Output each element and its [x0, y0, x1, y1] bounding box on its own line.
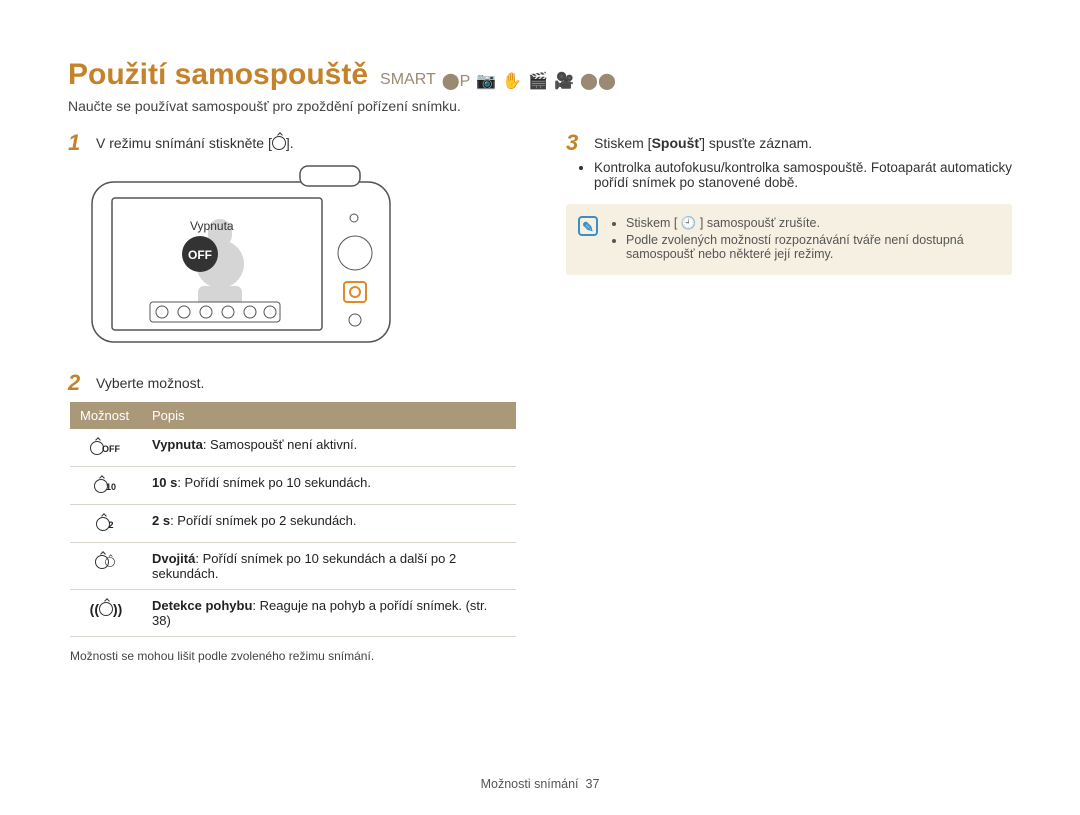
- mode-icon: ⬤⬤: [580, 71, 616, 91]
- table-row: 10 10 s: Pořídí snímek po 10 sekundách.: [70, 467, 516, 505]
- opt-icon-motion: (()): [70, 590, 142, 637]
- step-number-3: 3: [566, 132, 584, 154]
- step-3-bold: Spoušť: [652, 135, 702, 151]
- mode-icon: ✋: [502, 71, 522, 91]
- mode-icon: SMART: [380, 71, 436, 91]
- note-item: Podle zvolených možností rozpoznávání tv…: [626, 233, 998, 261]
- camera-illustration: Vypnuta OFF: [90, 164, 514, 354]
- page-footer: Možnosti snímání 37: [0, 777, 1080, 791]
- mode-icon: ⬤P: [442, 71, 471, 91]
- mode-icons-row: SMART ⬤P 📷 ✋ 🎬 🎥 ⬤⬤: [380, 71, 616, 91]
- opt-rest: : Pořídí snímek po 2 sekundách.: [170, 513, 356, 528]
- th-desc: Popis: [142, 402, 516, 429]
- footer-label: Možnosti snímání: [481, 777, 579, 791]
- table-row: 2 2 s: Pořídí snímek po 2 sekundách.: [70, 505, 516, 543]
- options-table: Možnost Popis OFF Vypnuta: Samospoušť ne…: [70, 402, 516, 637]
- step-1-text-b: ].: [286, 135, 294, 151]
- camera-off-text: OFF: [188, 248, 212, 262]
- step-3-bullet: Kontrolka autofokusu/kontrolka samospouš…: [594, 160, 1012, 190]
- step-1-text-a: V režimu snímání stiskněte [: [96, 135, 272, 151]
- timer-icon: [272, 136, 286, 150]
- opt-bold: Vypnuta: [152, 437, 203, 452]
- table-row: OFF Vypnuta: Samospoušť není aktivní.: [70, 429, 516, 467]
- step-2-text: Vyberte možnost.: [96, 372, 204, 391]
- opt-icon-off: OFF: [70, 429, 142, 467]
- step-number-2: 2: [68, 372, 86, 394]
- step-3-b: ] spusťte záznam.: [701, 135, 812, 151]
- step-3-text: Stiskem [Spoušť] spusťte záznam.: [594, 132, 812, 151]
- opt-rest: : Samospoušť není aktivní.: [203, 437, 357, 452]
- note-icon: ✎: [578, 216, 598, 236]
- opt-rest: : Pořídí snímek po 10 sekundách a další …: [152, 551, 456, 581]
- step-3-a: Stiskem [: [594, 135, 652, 151]
- camera-screen-label: Vypnuta: [190, 219, 234, 233]
- table-footnote: Možnosti se mohou lišit podle zvoleného …: [70, 649, 514, 663]
- note-box: ✎ Stiskem [ 🕘 ] samospoušť zrušíte. Podl…: [566, 204, 1012, 275]
- opt-bold: Detekce pohybu: [152, 598, 252, 613]
- step-number-1: 1: [68, 132, 86, 154]
- intro-text: Naučte se používat samospoušť pro zpoždě…: [68, 98, 1012, 114]
- mode-icon: 🎬: [528, 71, 548, 91]
- mode-icon: 🎥: [554, 71, 574, 91]
- opt-bold: 2 s: [152, 513, 170, 528]
- table-row: (()) Detekce pohybu: Reaguje na pohyb a …: [70, 590, 516, 637]
- opt-bold: Dvojitá: [152, 551, 195, 566]
- opt-icon-10: 10: [70, 467, 142, 505]
- opt-bold: 10 s: [152, 475, 177, 490]
- opt-rest: : Pořídí snímek po 10 sekundách.: [177, 475, 371, 490]
- note-item: Stiskem [ 🕘 ] samospoušť zrušíte.: [626, 216, 998, 231]
- mode-icon: 📷: [476, 71, 496, 91]
- page-title: Použití samospouště: [68, 58, 368, 92]
- opt-icon-double: [70, 543, 142, 590]
- th-option: Možnost: [70, 402, 142, 429]
- opt-icon-2: 2: [70, 505, 142, 543]
- step-1-text: V režimu snímání stiskněte [].: [96, 132, 294, 151]
- footer-page: 37: [586, 777, 600, 791]
- table-row: Dvojitá: Pořídí snímek po 10 sekundách a…: [70, 543, 516, 590]
